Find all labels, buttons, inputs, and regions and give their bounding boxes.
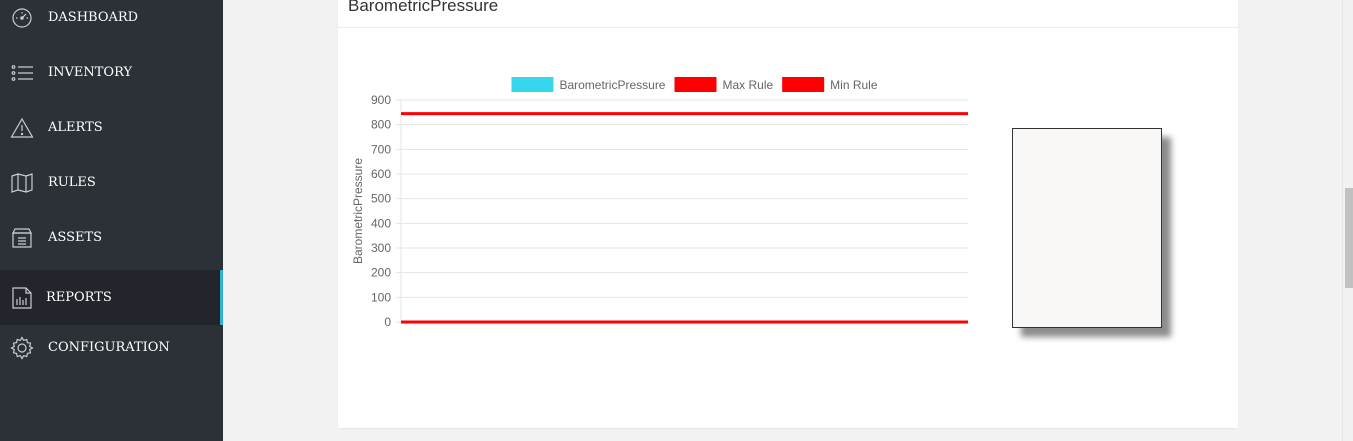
card-divider — [338, 27, 1238, 28]
sidebar-item-alerts[interactable]: ALERTS — [0, 100, 223, 155]
y-tick-label: 800 — [371, 118, 391, 132]
side-panel — [1012, 128, 1162, 328]
barometric-pressure-chart: 900 800 700 600 500 400 300 200 100 0 BarometricPr… — [351, 77, 968, 329]
list-icon — [10, 61, 34, 85]
y-tick-label: 300 — [371, 241, 391, 255]
legend-label[interactable]: BarometricPressure — [559, 78, 665, 92]
y-tick-label: 900 — [371, 93, 391, 107]
y-tick-label: 700 — [371, 142, 391, 156]
speedometer-icon — [10, 6, 34, 30]
sidebar-item-configuration[interactable]: CONFIGURATION — [0, 320, 223, 375]
y-tick-label: 500 — [371, 192, 391, 206]
archive-icon — [10, 226, 34, 250]
sidebar-item-label: RULES — [48, 175, 96, 190]
card-title: BarometricPressure — [348, 0, 499, 15]
y-tick-label: 200 — [371, 266, 391, 280]
sidebar-item-inventory[interactable]: INVENTORY — [0, 45, 223, 100]
book-icon — [10, 171, 34, 195]
sidebar-item-label: CONFIGURATION — [48, 340, 170, 355]
gear-icon — [10, 335, 34, 360]
legend-swatch[interactable] — [511, 77, 554, 92]
y-tick-label: 400 — [371, 216, 391, 230]
warning-icon — [10, 116, 34, 140]
sidebar-item-label: REPORTS — [46, 290, 112, 305]
sidebar-item-label: ALERTS — [48, 120, 103, 135]
sidebar-item-rules[interactable]: RULES — [0, 155, 223, 210]
sidebar-item-label: DASHBOARD — [48, 10, 139, 25]
y-tick-label: 600 — [371, 167, 391, 181]
scrollbar-thumb[interactable] — [1345, 188, 1353, 288]
y-tick-label: 0 — [384, 315, 391, 329]
sidebar-item-reports[interactable]: REPORTS — [0, 270, 223, 325]
vertical-scrollbar[interactable] — [1342, 0, 1353, 441]
report-icon — [10, 286, 34, 310]
sidebar-item-dashboard[interactable]: DASHBOARD — [0, 0, 223, 45]
legend-swatch[interactable] — [782, 77, 825, 92]
y-tick-label: 100 — [371, 290, 391, 304]
sidebar: DASHBOARD INVENTORY ALERTS RULES ASSETS … — [0, 0, 223, 441]
sidebar-item-label: ASSETS — [48, 230, 103, 245]
y-axis-label: BarometricPressure — [351, 158, 365, 264]
sidebar-item-assets[interactable]: ASSETS — [0, 210, 223, 265]
legend-label[interactable]: Max Rule — [722, 78, 773, 92]
active-indicator — [220, 270, 223, 325]
legend-label[interactable]: Min Rule — [830, 78, 878, 92]
legend-swatch[interactable] — [674, 77, 717, 92]
sidebar-item-label: INVENTORY — [48, 65, 133, 80]
